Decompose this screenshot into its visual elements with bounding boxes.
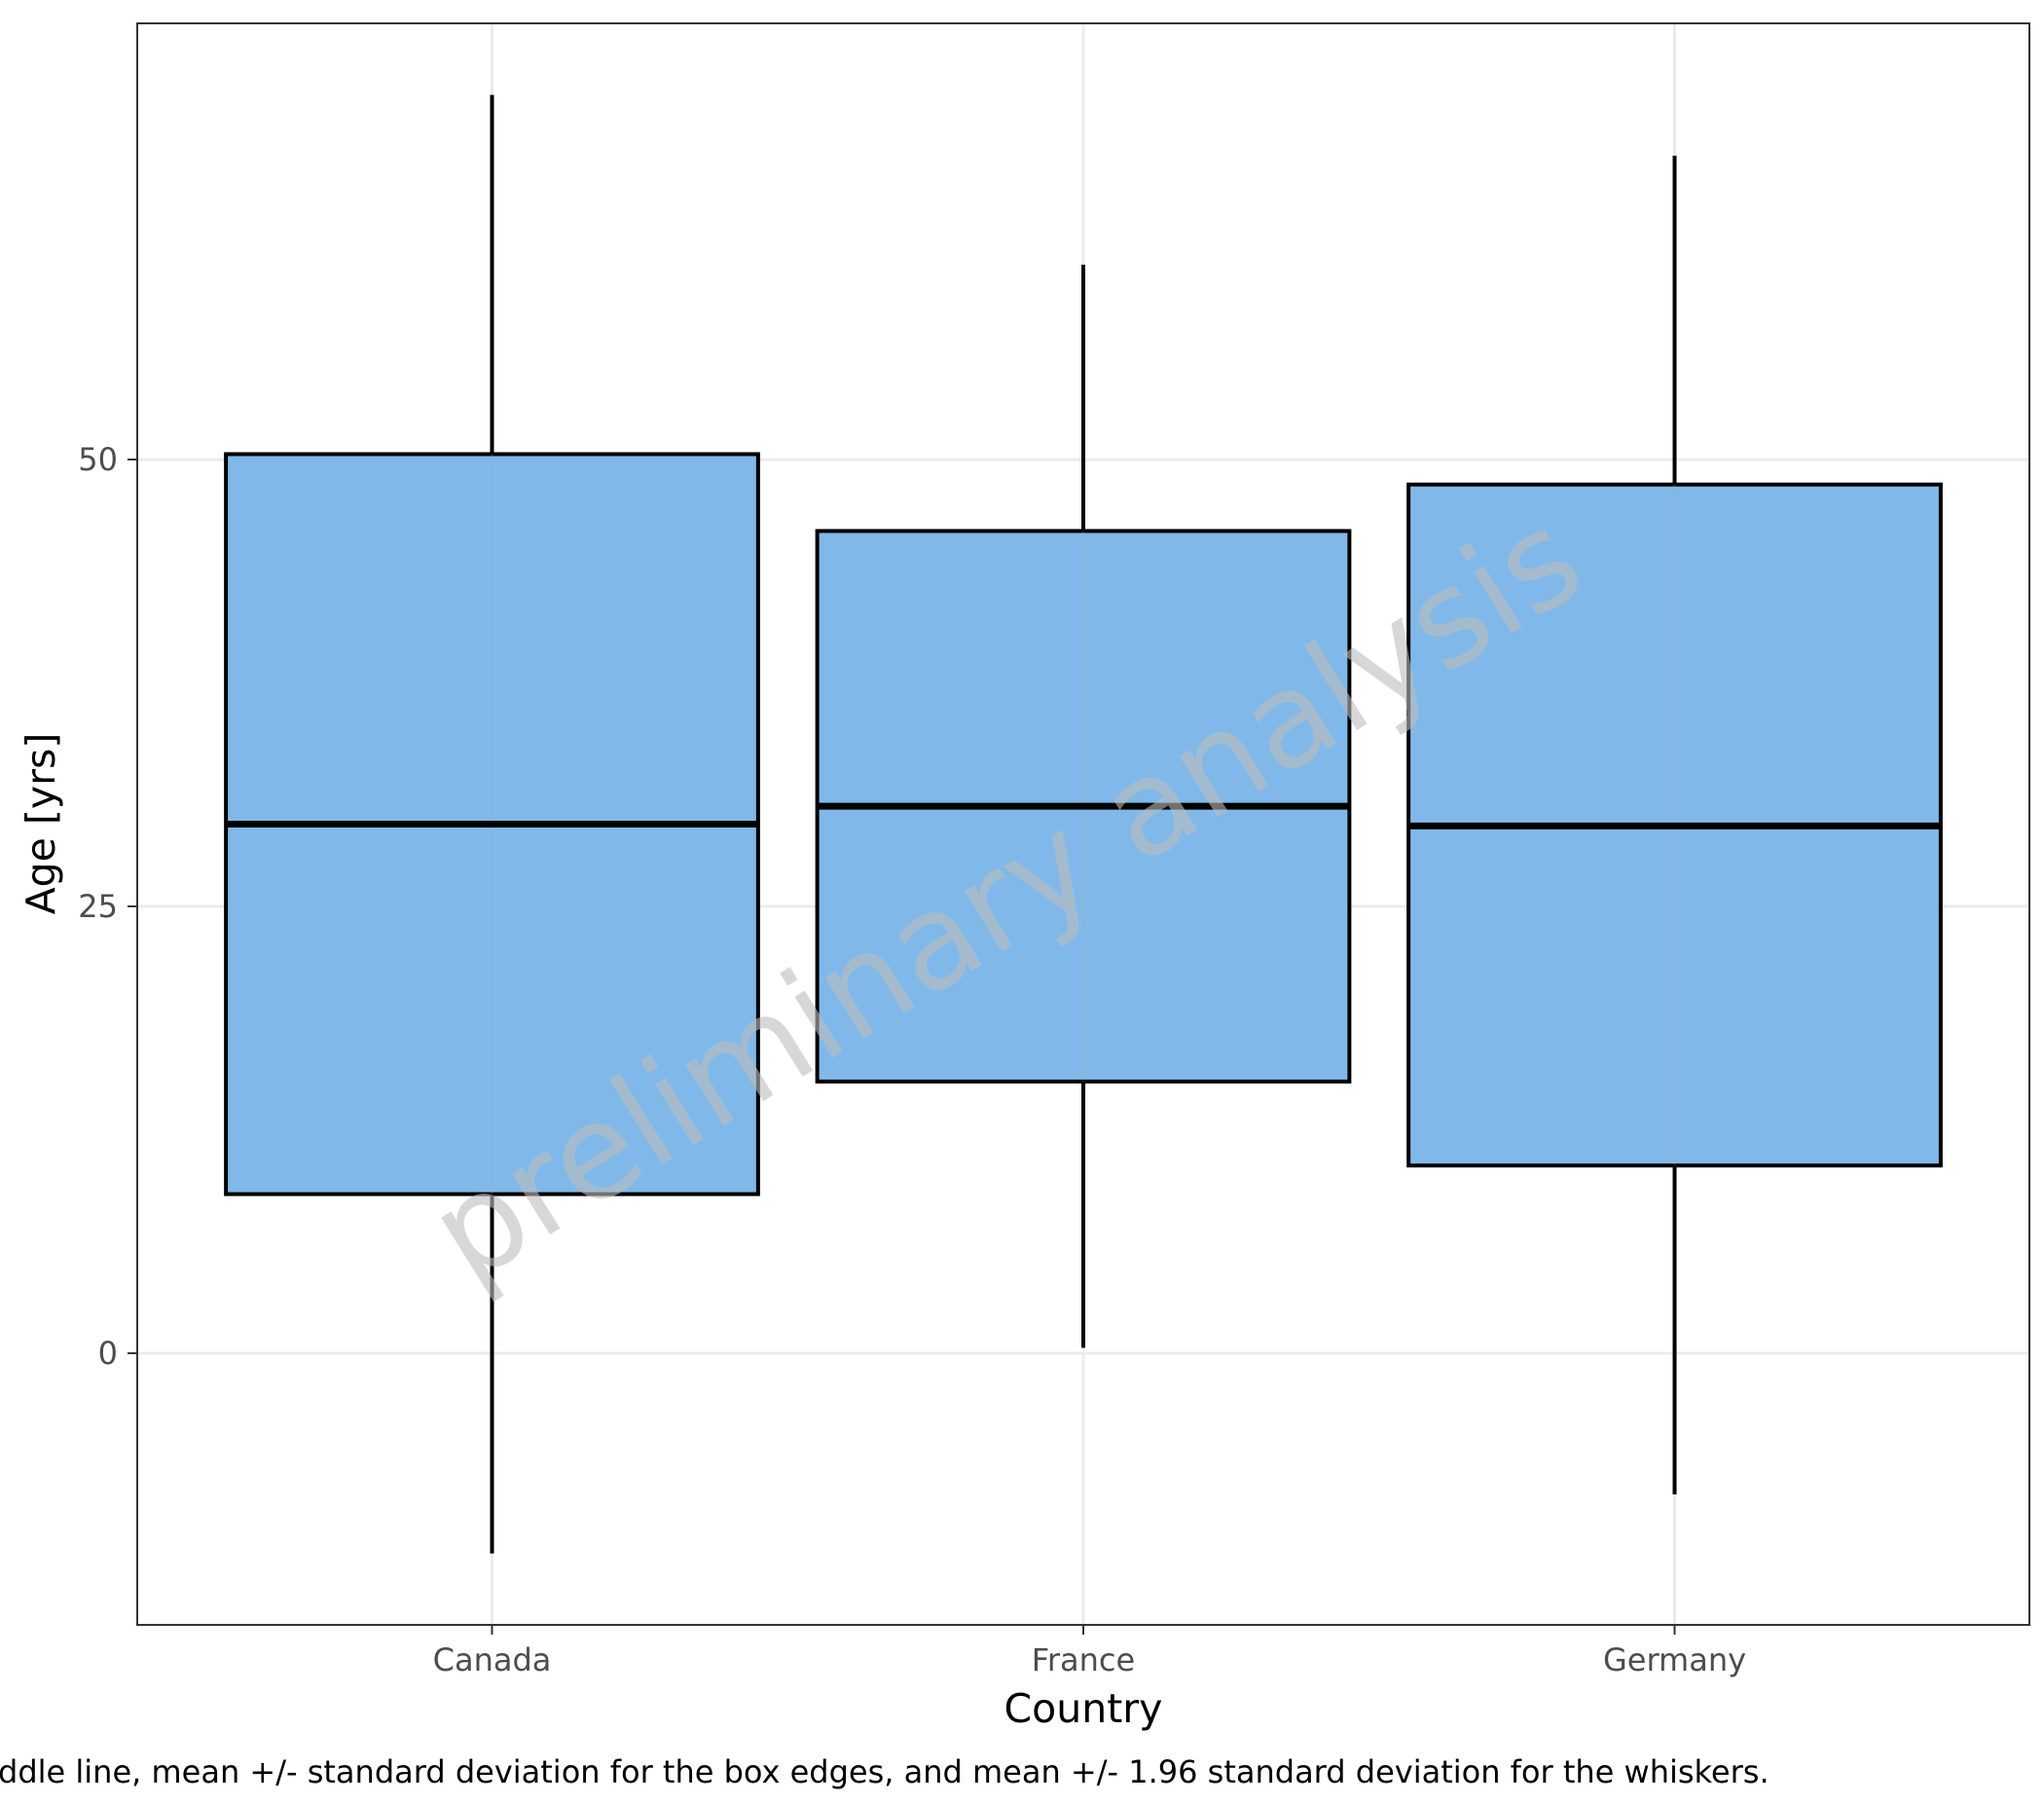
x-tick-label: Germany bbox=[1603, 1641, 1746, 1678]
x-tick-label: France bbox=[1032, 1641, 1135, 1678]
box-group-germany bbox=[1406, 155, 1943, 1494]
x-tick-label: Canada bbox=[433, 1641, 552, 1678]
box-series bbox=[224, 94, 1943, 1554]
box-group-canada bbox=[224, 94, 760, 1554]
axis-ticks: 0 25 50 Canada France Germany bbox=[78, 441, 1746, 1678]
y-axis-title: Age [yrs] bbox=[18, 733, 64, 915]
x-axis-title: Country bbox=[1004, 1685, 1163, 1732]
figure-caption: ddle line, mean +/- standard deviation f… bbox=[0, 1753, 1770, 1790]
y-tick-label: 0 bbox=[98, 1335, 118, 1372]
box-group-france bbox=[815, 264, 1352, 1348]
y-tick-label: 25 bbox=[78, 888, 118, 925]
y-tick-label: 50 bbox=[78, 441, 118, 478]
